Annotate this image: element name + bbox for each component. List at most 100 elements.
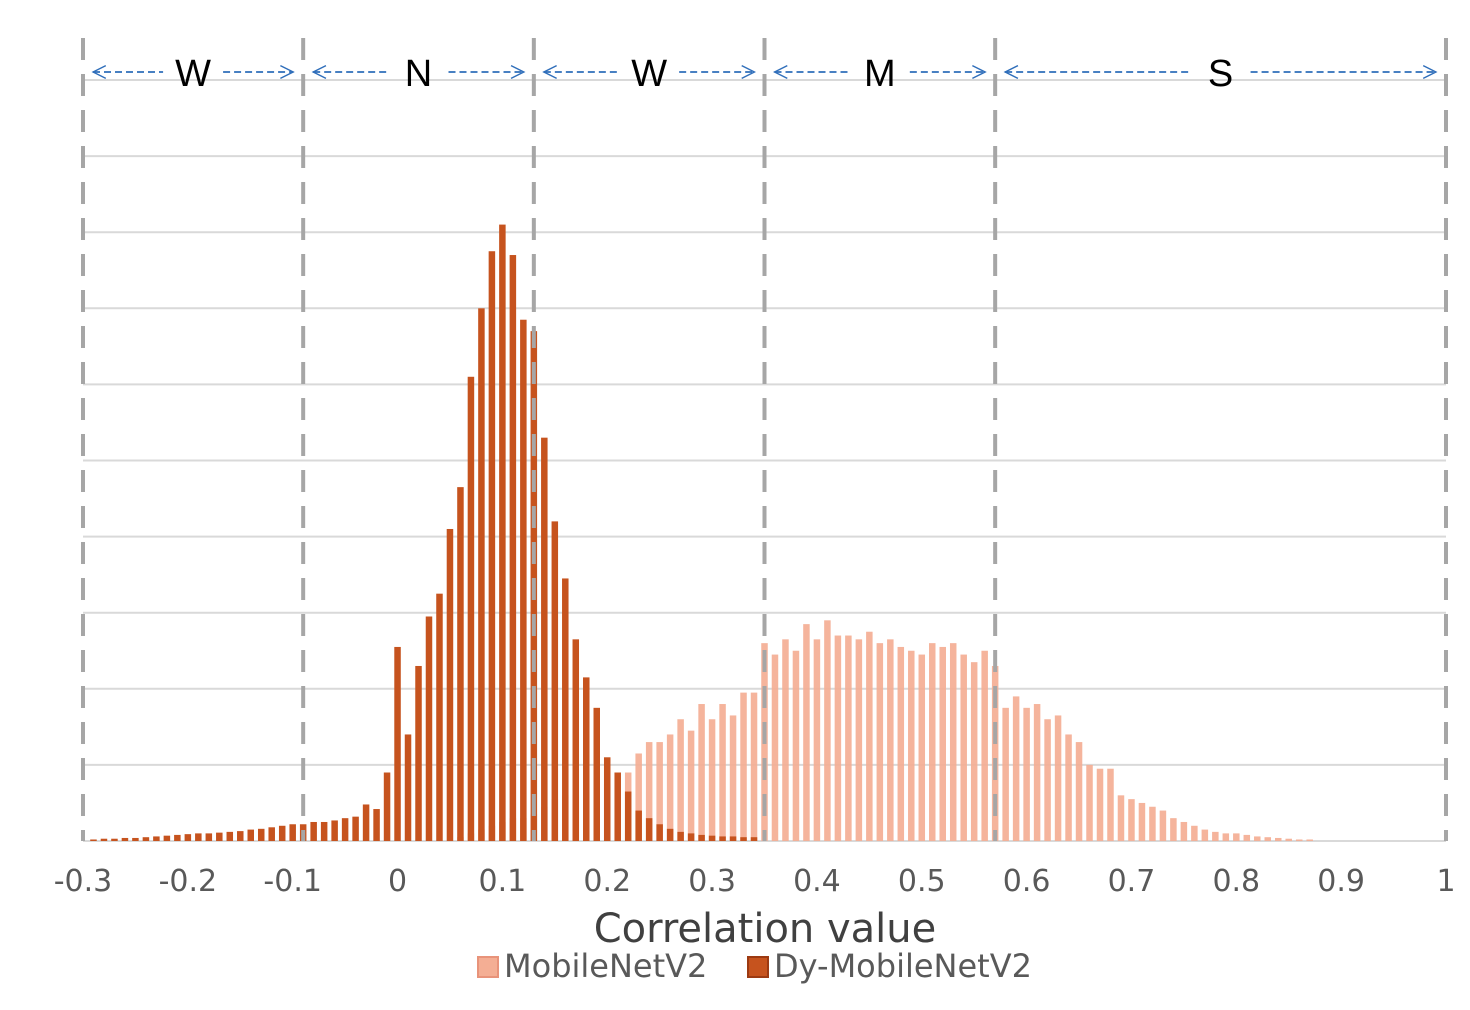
bar-mobilenetv2 <box>1065 734 1072 841</box>
bar-dy-mobilenetv2 <box>740 837 747 841</box>
bar-dy-mobilenetv2 <box>562 578 569 841</box>
bar-dy-mobilenetv2 <box>415 665 422 841</box>
bar-mobilenetv2 <box>1170 818 1177 841</box>
bar-dy-mobilenetv2 <box>268 827 275 841</box>
bar-dy-mobilenetv2 <box>289 824 296 841</box>
bar-dy-mobilenetv2 <box>572 639 580 841</box>
bar-dy-mobilenetv2 <box>153 836 160 841</box>
bar-dy-mobilenetv2 <box>666 828 674 841</box>
bar-dy-mobilenetv2 <box>499 224 506 842</box>
bar-dy-mobilenetv2 <box>541 437 548 841</box>
bar-mobilenetv2 <box>1117 795 1125 841</box>
x-tick-label: 0 <box>388 864 407 899</box>
bar-dy-mobilenetv2 <box>352 816 359 841</box>
bar-mobilenetv2 <box>1275 837 1282 841</box>
bar-dy-mobilenetv2 <box>383 772 391 841</box>
x-tick-label: 0.3 <box>688 864 736 899</box>
bar-dy-mobilenetv2 <box>583 677 590 841</box>
bar-dy-mobilenetv2 <box>457 487 464 841</box>
bar-mobilenetv2 <box>991 665 999 841</box>
bar-mobilenetv2 <box>1149 806 1156 841</box>
bar-mobilenetv2 <box>677 719 684 841</box>
bar-dy-mobilenetv2 <box>520 319 527 842</box>
bar-dy-mobilenetv2 <box>645 818 653 841</box>
bar-mobilenetv2 <box>666 734 674 841</box>
bar-dy-mobilenetv2 <box>436 593 443 841</box>
bar-dy-mobilenetv2 <box>320 821 328 841</box>
bar-dy-mobilenetv2 <box>677 831 684 841</box>
bar-mobilenetv2 <box>887 639 894 841</box>
bar-dy-mobilenetv2 <box>111 838 118 841</box>
bar-mobilenetv2 <box>1306 839 1313 841</box>
bar-dy-mobilenetv2 <box>446 528 454 841</box>
x-tick-label: 0.5 <box>898 864 946 899</box>
bar-mobilenetv2 <box>792 650 800 841</box>
bar-dy-mobilenetv2 <box>404 734 412 841</box>
bar-dy-mobilenetv2 <box>478 308 485 841</box>
bar-mobilenetv2 <box>708 719 716 841</box>
bar-dy-mobilenetv2 <box>310 821 317 841</box>
bar-dy-mobilenetv2 <box>614 772 621 841</box>
bar-dy-mobilenetv2 <box>509 255 517 841</box>
bar-mobilenetv2 <box>1107 768 1114 841</box>
bar-mobilenetv2 <box>1254 836 1261 841</box>
region-boundaries <box>81 38 1448 841</box>
x-tick-label: 1 <box>1436 864 1455 899</box>
bar-dy-mobilenetv2 <box>551 521 559 841</box>
bar-mobilenetv2 <box>813 639 821 841</box>
x-tick-label: -0.1 <box>263 864 322 899</box>
bar-mobilenetv2 <box>876 643 884 841</box>
bar-dy-mobilenetv2 <box>331 820 338 841</box>
bar-mobilenetv2 <box>834 635 842 841</box>
bar-mobilenetv2 <box>1096 768 1104 841</box>
bar-dy-mobilenetv2 <box>257 828 265 841</box>
bar-dy-mobilenetv2 <box>247 829 254 841</box>
legend-label-mobilenetv2: MobileNetV2 <box>504 947 707 985</box>
bar-dy-mobilenetv2 <box>278 825 286 841</box>
bar-dy-mobilenetv2 <box>121 837 129 841</box>
x-tick-label: 0.7 <box>1108 864 1156 899</box>
bar-mobilenetv2 <box>855 639 863 841</box>
bar-dy-mobilenetv2 <box>698 834 705 841</box>
bar-mobilenetv2 <box>635 753 642 841</box>
x-tick-label: 0.6 <box>1003 864 1051 899</box>
x-axis-title: Correlation value <box>594 906 937 952</box>
bar-mobilenetv2 <box>1222 833 1230 841</box>
bar-mobilenetv2 <box>1159 810 1167 841</box>
bar-mobilenetv2 <box>1023 707 1030 841</box>
bar-mobilenetv2 <box>1086 764 1093 841</box>
bar-mobilenetv2 <box>908 650 915 841</box>
bar-mobilenetv2 <box>897 646 905 841</box>
bar-dy-mobilenetv2 <box>163 835 171 841</box>
bar-mobilenetv2 <box>656 742 663 841</box>
bar-mobilenetv2 <box>645 742 653 841</box>
region-label: W <box>631 53 667 95</box>
bar-mobilenetv2 <box>1295 839 1303 841</box>
bar-mobilenetv2 <box>1212 831 1219 841</box>
bar-dy-mobilenetv2 <box>624 791 632 841</box>
bar-mobilenetv2 <box>1191 825 1198 841</box>
region-label: N <box>405 53 432 95</box>
bar-mobilenetv2 <box>740 692 747 841</box>
x-tick-label: 0.8 <box>1212 864 1260 899</box>
region-label: M <box>864 53 896 95</box>
bar-dy-mobilenetv2 <box>90 839 97 841</box>
bar-mobilenetv2 <box>824 620 831 841</box>
bar-dy-mobilenetv2 <box>729 836 737 841</box>
bar-dy-mobilenetv2 <box>635 810 642 841</box>
bar-mobilenetv2 <box>918 654 926 841</box>
bar-mobilenetv2 <box>1138 802 1146 841</box>
bar-mobilenetv2 <box>1180 821 1188 841</box>
bar-dy-mobilenetv2 <box>226 831 234 841</box>
x-tick-label: -0.3 <box>54 864 113 899</box>
bar-dy-mobilenetv2 <box>603 757 611 841</box>
bar-mobilenetv2 <box>1054 715 1062 841</box>
bar-dy-mobilenetv2 <box>184 834 192 841</box>
x-tick-labels: -0.3 -0.2 -0.1 0 0.1 0.2 0.3 0.4 0.5 0.6 0.7 0.8 0.9… <box>54 864 1456 899</box>
legend-label-dy-mobilenetv2: Dy-MobileNetV2 <box>774 947 1032 985</box>
bar-dy-mobilenetv2 <box>719 836 726 841</box>
region-label: W <box>175 53 211 95</box>
